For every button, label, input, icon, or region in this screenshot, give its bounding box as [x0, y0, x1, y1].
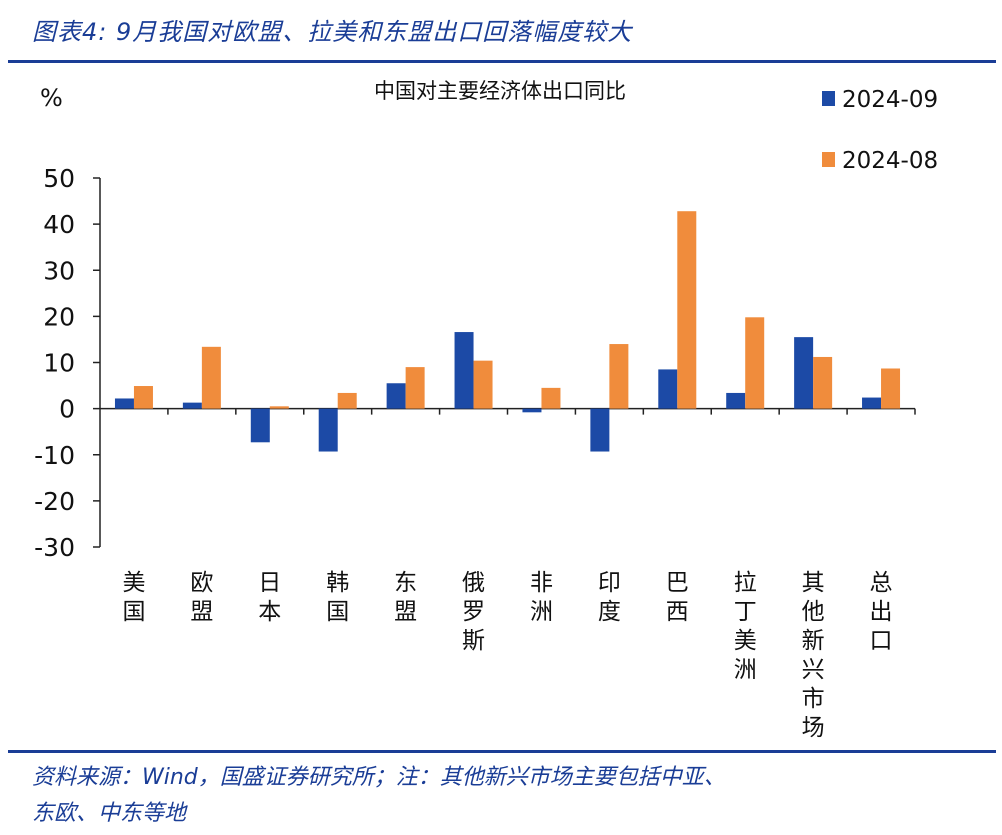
bar-2024-09 — [726, 392, 746, 409]
y-tick-label: -20 — [34, 487, 75, 516]
bar-2024-08 — [337, 392, 357, 409]
category-label: 美国 — [122, 570, 145, 625]
y-tick-label: 50 — [43, 164, 75, 193]
legend-label: 2024-08 — [842, 148, 938, 174]
y-axis-unit: % — [40, 84, 63, 112]
category-label: 俄罗斯 — [462, 570, 485, 654]
bar-2024-08 — [813, 356, 833, 409]
legend-label: 2024-09 — [842, 87, 938, 113]
category-label: 欧盟 — [190, 570, 213, 625]
category-label: 巴西 — [666, 570, 689, 625]
bar-2024-09 — [794, 337, 814, 409]
bar-2024-09 — [386, 383, 406, 409]
category-label: 东盟 — [394, 570, 417, 625]
y-tick-label: 40 — [43, 210, 75, 239]
bar-2024-09 — [250, 408, 270, 443]
category-label: 其他新兴市场 — [802, 570, 825, 741]
bar-2024-09 — [454, 332, 474, 409]
bar-2024-09 — [114, 398, 134, 409]
bar-2024-08 — [677, 211, 697, 409]
y-tick-label: 0 — [59, 395, 75, 424]
y-tick-label: 10 — [43, 349, 75, 378]
y-tick-label: -10 — [34, 441, 75, 470]
bar-2024-08 — [133, 386, 153, 409]
bar-chart: 中国对主要经济体出口同比% 2024-09 2024-08 50 40 30 20 10 0 -1… — [34, 79, 938, 741]
bar-2024-08 — [881, 368, 901, 409]
legend-swatch — [822, 91, 835, 106]
category-label: 总出口 — [870, 570, 893, 654]
y-tick-label: 30 — [43, 256, 75, 285]
category-label: 非洲 — [530, 570, 553, 625]
bar-2024-08 — [405, 367, 425, 409]
source-line-1: 资料来源：Wind，国盛证券研究所；注：其他新兴市场主要包括中亚、 — [32, 765, 726, 790]
top-divider — [8, 60, 996, 63]
bar-2024-08 — [745, 317, 765, 409]
source-note: 资料来源：Wind，国盛证券研究所；注：其他新兴市场主要包括中亚、 东欧、中东等… — [32, 760, 982, 832]
bar-2024-08 — [473, 360, 493, 409]
bar-2024-08 — [201, 346, 221, 409]
bar-2024-09 — [862, 397, 882, 409]
legend-swatch — [822, 152, 835, 167]
bar-2024-09 — [318, 408, 338, 452]
bar-2024-09 — [182, 402, 202, 409]
bar-2024-08 — [609, 344, 629, 409]
bottom-divider — [8, 750, 996, 753]
bar-2024-08 — [541, 387, 561, 409]
y-tick-label: 20 — [43, 302, 75, 331]
bar-2024-09 — [522, 408, 542, 413]
chart-title: 中国对主要经济体出口同比 — [374, 79, 626, 103]
category-label: 日本 — [258, 570, 281, 625]
category-label: 拉丁美洲 — [734, 570, 757, 683]
source-line-2: 东欧、中东等地 — [32, 801, 187, 826]
bar-2024-09 — [658, 369, 678, 409]
category-label: 韩国 — [326, 570, 349, 625]
bar-2024-09 — [590, 408, 610, 452]
y-tick-label: -30 — [34, 533, 75, 562]
bar-2024-08 — [269, 406, 289, 409]
category-label: 印度 — [598, 570, 621, 625]
figure-title: 图表4: 9月我国对欧盟、拉美和东盟出口回落幅度较大 — [32, 18, 633, 46]
